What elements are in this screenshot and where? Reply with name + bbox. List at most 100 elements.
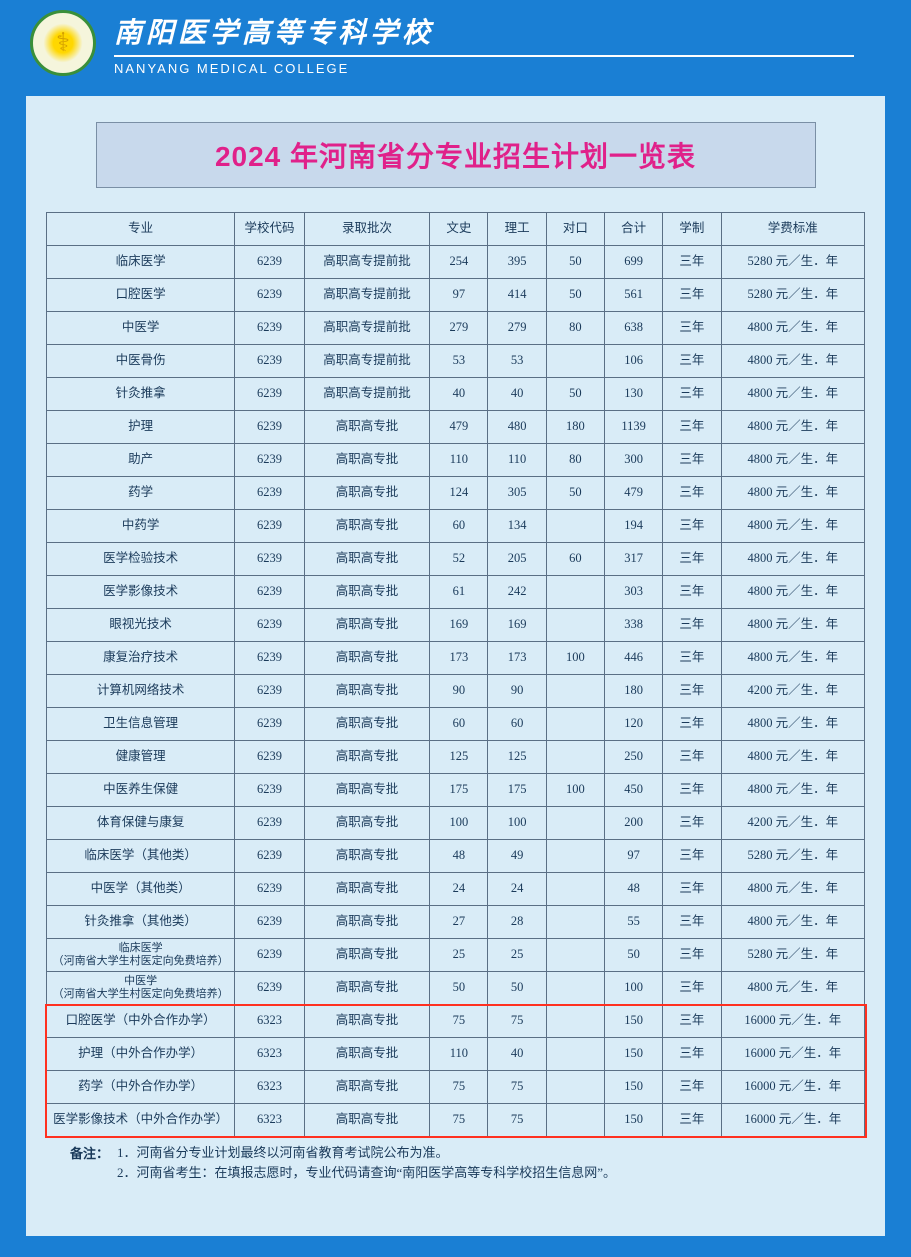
table-cell xyxy=(546,741,604,774)
table-cell: 针灸推拿 xyxy=(47,378,235,411)
table-cell: 4800 元／生．年 xyxy=(721,873,864,906)
table-row: 临床医学（其他类）6239高职高专批484997三年5280 元／生．年 xyxy=(47,840,865,873)
table-row: 助产6239高职高专批11011080300三年4800 元／生．年 xyxy=(47,444,865,477)
table-cell: 180 xyxy=(605,675,663,708)
table-cell: 60 xyxy=(546,543,604,576)
table-cell: 临床医学（河南省大学生村医定向免费培养） xyxy=(47,939,235,972)
table-cell: 173 xyxy=(488,642,546,675)
table-cell: 305 xyxy=(488,477,546,510)
table-cell: 医学影像技术（中外合作办学） xyxy=(47,1104,235,1137)
table-cell: 6239 xyxy=(235,378,304,411)
table-cell: 高职高专批 xyxy=(304,1038,430,1071)
table-cell xyxy=(546,807,604,840)
table-cell: 6239 xyxy=(235,279,304,312)
table-cell: 110 xyxy=(430,444,488,477)
table-row: 临床医学6239高职高专提前批25439550699三年5280 元／生．年 xyxy=(47,246,865,279)
table-cell: 27 xyxy=(430,906,488,939)
table-cell: 6239 xyxy=(235,972,304,1005)
table-cell: 高职高专批 xyxy=(304,708,430,741)
table-cell: 75 xyxy=(488,1005,546,1038)
table-cell: 高职高专批 xyxy=(304,1005,430,1038)
table-cell: 三年 xyxy=(663,378,721,411)
table-cell: 4800 元／生．年 xyxy=(721,510,864,543)
table-cell: 50 xyxy=(546,279,604,312)
table-cell: 中医骨伤 xyxy=(47,345,235,378)
table-cell xyxy=(546,609,604,642)
table-cell: 高职高专批 xyxy=(304,873,430,906)
table-cell: 279 xyxy=(430,312,488,345)
note-line-1: 1．河南省分专业计划最终以河南省教育考试院公布为准。 xyxy=(117,1143,616,1163)
table-cell: 110 xyxy=(488,444,546,477)
table-row: 药学（中外合作办学）6323高职高专批7575150三年16000 元／生．年 xyxy=(47,1071,865,1104)
table-cell: 康复治疗技术 xyxy=(47,642,235,675)
table-cell: 4800 元／生．年 xyxy=(721,444,864,477)
col-ligong: 理工 xyxy=(488,213,546,246)
table-cell: 4800 元／生．年 xyxy=(721,741,864,774)
table-cell: 三年 xyxy=(663,906,721,939)
table-cell: 4800 元／生．年 xyxy=(721,411,864,444)
table-cell: 6239 xyxy=(235,444,304,477)
table-cell: 高职高专批 xyxy=(304,807,430,840)
table-cell: 高职高专批 xyxy=(304,1104,430,1137)
table-cell: 三年 xyxy=(663,1038,721,1071)
table-cell: 卫生信息管理 xyxy=(47,708,235,741)
table-cell: 48 xyxy=(430,840,488,873)
table-cell: 16000 元／生．年 xyxy=(721,1071,864,1104)
table-row: 中医骨伤6239高职高专提前批5353106三年4800 元／生．年 xyxy=(47,345,865,378)
table-cell: 120 xyxy=(605,708,663,741)
admissions-table: 专业 学校代码 录取批次 文史 理工 对口 合计 学制 学费标准 临床医学623… xyxy=(46,212,865,1137)
table-cell xyxy=(546,840,604,873)
table-cell: 6239 xyxy=(235,312,304,345)
table-row: 临床医学（河南省大学生村医定向免费培养）6239高职高专批252550三年528… xyxy=(47,939,865,972)
table-cell: 5280 元／生．年 xyxy=(721,939,864,972)
table-cell: 高职高专批 xyxy=(304,444,430,477)
table-cell: 高职高专提前批 xyxy=(304,246,430,279)
table-cell: 24 xyxy=(488,873,546,906)
table-cell: 50 xyxy=(488,972,546,1005)
table-cell: 53 xyxy=(430,345,488,378)
logo-inner: ⚕ xyxy=(40,20,86,66)
table-cell: 三年 xyxy=(663,246,721,279)
table-cell: 高职高专批 xyxy=(304,774,430,807)
table-row: 中药学6239高职高专批60134194三年4800 元／生．年 xyxy=(47,510,865,543)
table-cell: 150 xyxy=(605,1038,663,1071)
table-row: 护理6239高职高专批4794801801139三年4800 元／生．年 xyxy=(47,411,865,444)
table-cell: 4800 元／生．年 xyxy=(721,906,864,939)
table-cell: 446 xyxy=(605,642,663,675)
table-cell: 97 xyxy=(430,279,488,312)
table-cell: 338 xyxy=(605,609,663,642)
table-cell: 169 xyxy=(488,609,546,642)
table-row: 中医养生保健6239高职高专批175175100450三年4800 元／生．年 xyxy=(47,774,865,807)
table-cell: 50 xyxy=(546,246,604,279)
table-cell: 6239 xyxy=(235,873,304,906)
table-cell: 561 xyxy=(605,279,663,312)
table-cell: 205 xyxy=(488,543,546,576)
table-cell: 4800 元／生．年 xyxy=(721,543,864,576)
table-row: 眼视光技术6239高职高专批169169338三年4800 元／生．年 xyxy=(47,609,865,642)
document-title: 2024 年河南省分专业招生计划一览表 xyxy=(97,135,815,175)
table-cell xyxy=(546,1038,604,1071)
table-cell: 中医学（其他类） xyxy=(47,873,235,906)
table-row: 针灸推拿6239高职高专提前批404050130三年4800 元／生．年 xyxy=(47,378,865,411)
table-cell: 75 xyxy=(430,1005,488,1038)
table-cell: 体育保健与康复 xyxy=(47,807,235,840)
col-batch: 录取批次 xyxy=(304,213,430,246)
school-logo: ⚕ xyxy=(30,10,96,76)
table-cell: 4800 元／生．年 xyxy=(721,609,864,642)
table-cell: 100 xyxy=(430,807,488,840)
table-cell: 6239 xyxy=(235,246,304,279)
table-cell xyxy=(546,873,604,906)
table-cell: 5280 元／生．年 xyxy=(721,840,864,873)
table-cell: 中医学 xyxy=(47,312,235,345)
table-cell: 口腔医学 xyxy=(47,279,235,312)
table-cell: 高职高专批 xyxy=(304,675,430,708)
table-cell: 48 xyxy=(605,873,663,906)
table-cell: 药学（中外合作办学） xyxy=(47,1071,235,1104)
table-cell: 125 xyxy=(430,741,488,774)
table-cell: 300 xyxy=(605,444,663,477)
table-cell: 50 xyxy=(546,477,604,510)
table-cell xyxy=(546,939,604,972)
table-cell: 三年 xyxy=(663,840,721,873)
table-cell: 6239 xyxy=(235,741,304,774)
table-cell: 150 xyxy=(605,1104,663,1137)
